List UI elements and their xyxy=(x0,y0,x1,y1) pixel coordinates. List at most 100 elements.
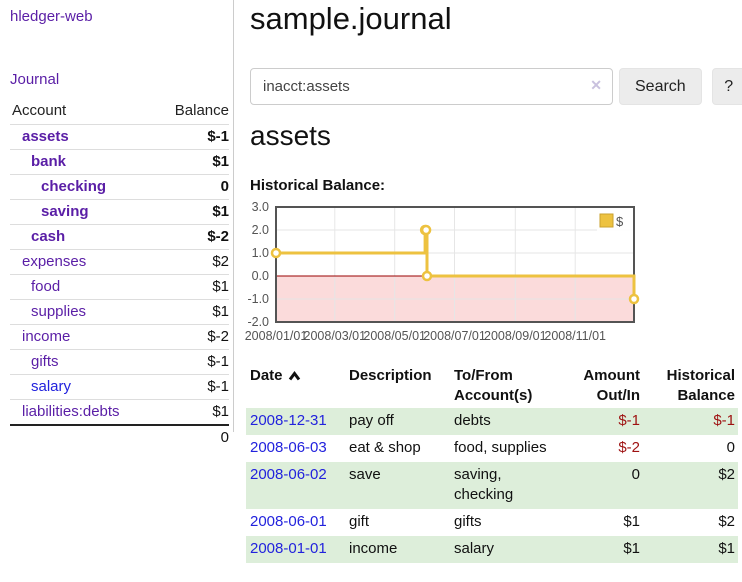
account-link[interactable]: bank xyxy=(31,153,67,170)
transaction-amount: $-1 xyxy=(618,412,640,429)
transaction-description: eat & shop xyxy=(349,439,421,456)
historical-balance-label: Historical Balance: xyxy=(250,177,386,194)
search-input[interactable] xyxy=(250,68,613,105)
svg-text:2008/11/01: 2008/11/01 xyxy=(544,329,606,343)
transaction-balance: $2 xyxy=(718,466,735,483)
svg-text:2008/01/01: 2008/01/01 xyxy=(245,329,308,343)
transaction-date-link[interactable]: 2008-06-02 xyxy=(250,466,327,483)
account-balance: $1 xyxy=(154,274,229,300)
account-link[interactable]: expenses xyxy=(22,253,87,270)
transaction-row: 2008-06-03 eat & shop food, supplies $-2… xyxy=(246,435,738,462)
transaction-balance: 0 xyxy=(726,439,735,456)
transaction-row: 2008-01-01 income salary $1 $1 xyxy=(246,536,738,563)
transaction-date-link[interactable]: 2008-01-01 xyxy=(250,540,327,557)
register-header-row: Date Description To/From Account(s) Amou… xyxy=(246,364,738,408)
transaction-row: 2008-06-01 gift gifts $1 $2 xyxy=(246,509,738,536)
account-row: liabilities:debts $1 xyxy=(10,399,229,425)
transaction-amount: $-2 xyxy=(618,439,640,456)
account-row: salary $-1 xyxy=(10,374,229,400)
help-button[interactable]: ? xyxy=(711,68,742,105)
account-balance: $1 xyxy=(154,299,229,325)
account-balance: $-1 xyxy=(154,374,229,400)
transaction-accounts: salary xyxy=(454,540,495,557)
chart-canvas: $3.0 2.0 1.0 0.0 -1.0 -2.02008/01/012008/03/0… xyxy=(245,200,640,343)
transaction-balance: $-1 xyxy=(713,412,735,429)
account-row: saving $1 xyxy=(10,199,229,225)
accounts-table-body: assets $-1 bank $1 checking 0 saving $1 … xyxy=(10,124,229,425)
account-link[interactable]: income xyxy=(22,328,71,345)
account-link[interactable]: assets xyxy=(22,128,69,145)
accounts-table-header: Account Balance xyxy=(10,99,229,125)
transaction-amount: 0 xyxy=(631,466,640,483)
account-row: expenses $2 xyxy=(10,249,229,275)
svg-text:-1.0: -1.0 xyxy=(247,292,269,306)
svg-text:1.0: 1.0 xyxy=(252,246,269,260)
register-header-amount: Amount Out/In xyxy=(583,367,640,404)
account-link[interactable]: gifts xyxy=(31,353,59,370)
account-link[interactable]: supplies xyxy=(31,303,87,320)
transaction-row: 2008-06-02 save saving, checking 0 $2 xyxy=(246,462,738,509)
account-balance: 0 xyxy=(154,174,229,200)
account-balance: $-2 xyxy=(154,324,229,350)
account-row: assets $-1 xyxy=(10,124,229,150)
register-header-accounts: To/From Account(s) xyxy=(454,367,533,404)
account-balance: $1 xyxy=(154,199,229,225)
svg-text:2008/07/01: 2008/07/01 xyxy=(423,329,486,343)
svg-text:2008/09/01: 2008/09/01 xyxy=(484,329,547,343)
register-header-date[interactable]: Date xyxy=(246,364,345,408)
transaction-row: 2008-12-31 pay off debts $-1 $-1 xyxy=(246,408,738,435)
transaction-accounts: food, supplies xyxy=(454,439,547,456)
account-row: income $-2 xyxy=(10,324,229,350)
accounts-total-row: 0 xyxy=(10,424,229,450)
register-header-balance: Historical Balance xyxy=(666,367,735,404)
account-row: food $1 xyxy=(10,274,229,300)
transaction-description: income xyxy=(349,540,398,557)
sidebar-item-journal[interactable]: Journal xyxy=(10,71,60,88)
account-row: bank $1 xyxy=(10,149,229,175)
account-row: supplies $1 xyxy=(10,299,229,325)
account-balance: $1 xyxy=(154,399,229,425)
account-link[interactable]: food xyxy=(31,278,61,295)
historical-balance-chart: $3.0 2.0 1.0 0.0 -1.0 -2.0 2008/01/01 2008/03/0… xyxy=(240,200,642,352)
transaction-date-link[interactable]: 2008-06-03 xyxy=(250,439,327,456)
account-column-header: Account xyxy=(12,102,67,119)
transaction-date-link[interactable]: 2008-12-31 xyxy=(250,412,327,429)
page-title: sample.journal xyxy=(250,1,452,36)
account-row: cash $-2 xyxy=(10,224,229,250)
transaction-date-link[interactable]: 2008-06-01 xyxy=(250,513,327,530)
account-link[interactable]: saving xyxy=(41,203,89,220)
transaction-amount: $1 xyxy=(623,540,640,557)
transaction-amount: $1 xyxy=(623,513,640,530)
svg-text:2.0: 2.0 xyxy=(252,223,269,237)
account-row: checking 0 xyxy=(10,174,229,200)
svg-text:2008/05/01: 2008/05/01 xyxy=(363,329,426,343)
transaction-accounts: gifts xyxy=(454,513,482,530)
sidebar-divider xyxy=(233,0,234,432)
transaction-accounts: saving, checking xyxy=(454,466,514,503)
account-link[interactable]: checking xyxy=(41,178,107,195)
svg-text:$: $ xyxy=(616,214,624,229)
transaction-balance: $2 xyxy=(718,513,735,530)
account-heading: assets xyxy=(250,120,331,151)
brand-link[interactable]: hledger-web xyxy=(10,8,93,25)
svg-text:0.0: 0.0 xyxy=(252,269,269,283)
account-link[interactable]: liabilities:debts xyxy=(22,403,120,420)
svg-text:-2.0: -2.0 xyxy=(247,315,269,329)
search-bar: ✕ Search ? xyxy=(250,68,742,105)
svg-text:3.0: 3.0 xyxy=(252,202,269,214)
clear-search-icon[interactable]: ✕ xyxy=(590,77,602,93)
transaction-balance: $1 xyxy=(718,540,735,557)
account-link[interactable]: salary xyxy=(31,378,72,395)
transaction-accounts: debts xyxy=(454,412,491,429)
transaction-description: save xyxy=(349,466,381,483)
transaction-description: pay off xyxy=(349,412,394,429)
search-button[interactable]: Search xyxy=(619,68,702,105)
account-balance: $-1 xyxy=(154,124,229,150)
account-balance: $1 xyxy=(154,149,229,175)
account-balance: $-2 xyxy=(154,224,229,250)
accounts-table: Account Balance assets $-1 bank $1 check… xyxy=(10,99,229,450)
account-balance: $2 xyxy=(154,249,229,275)
account-link[interactable]: cash xyxy=(31,228,66,245)
transaction-description: gift xyxy=(349,513,370,530)
